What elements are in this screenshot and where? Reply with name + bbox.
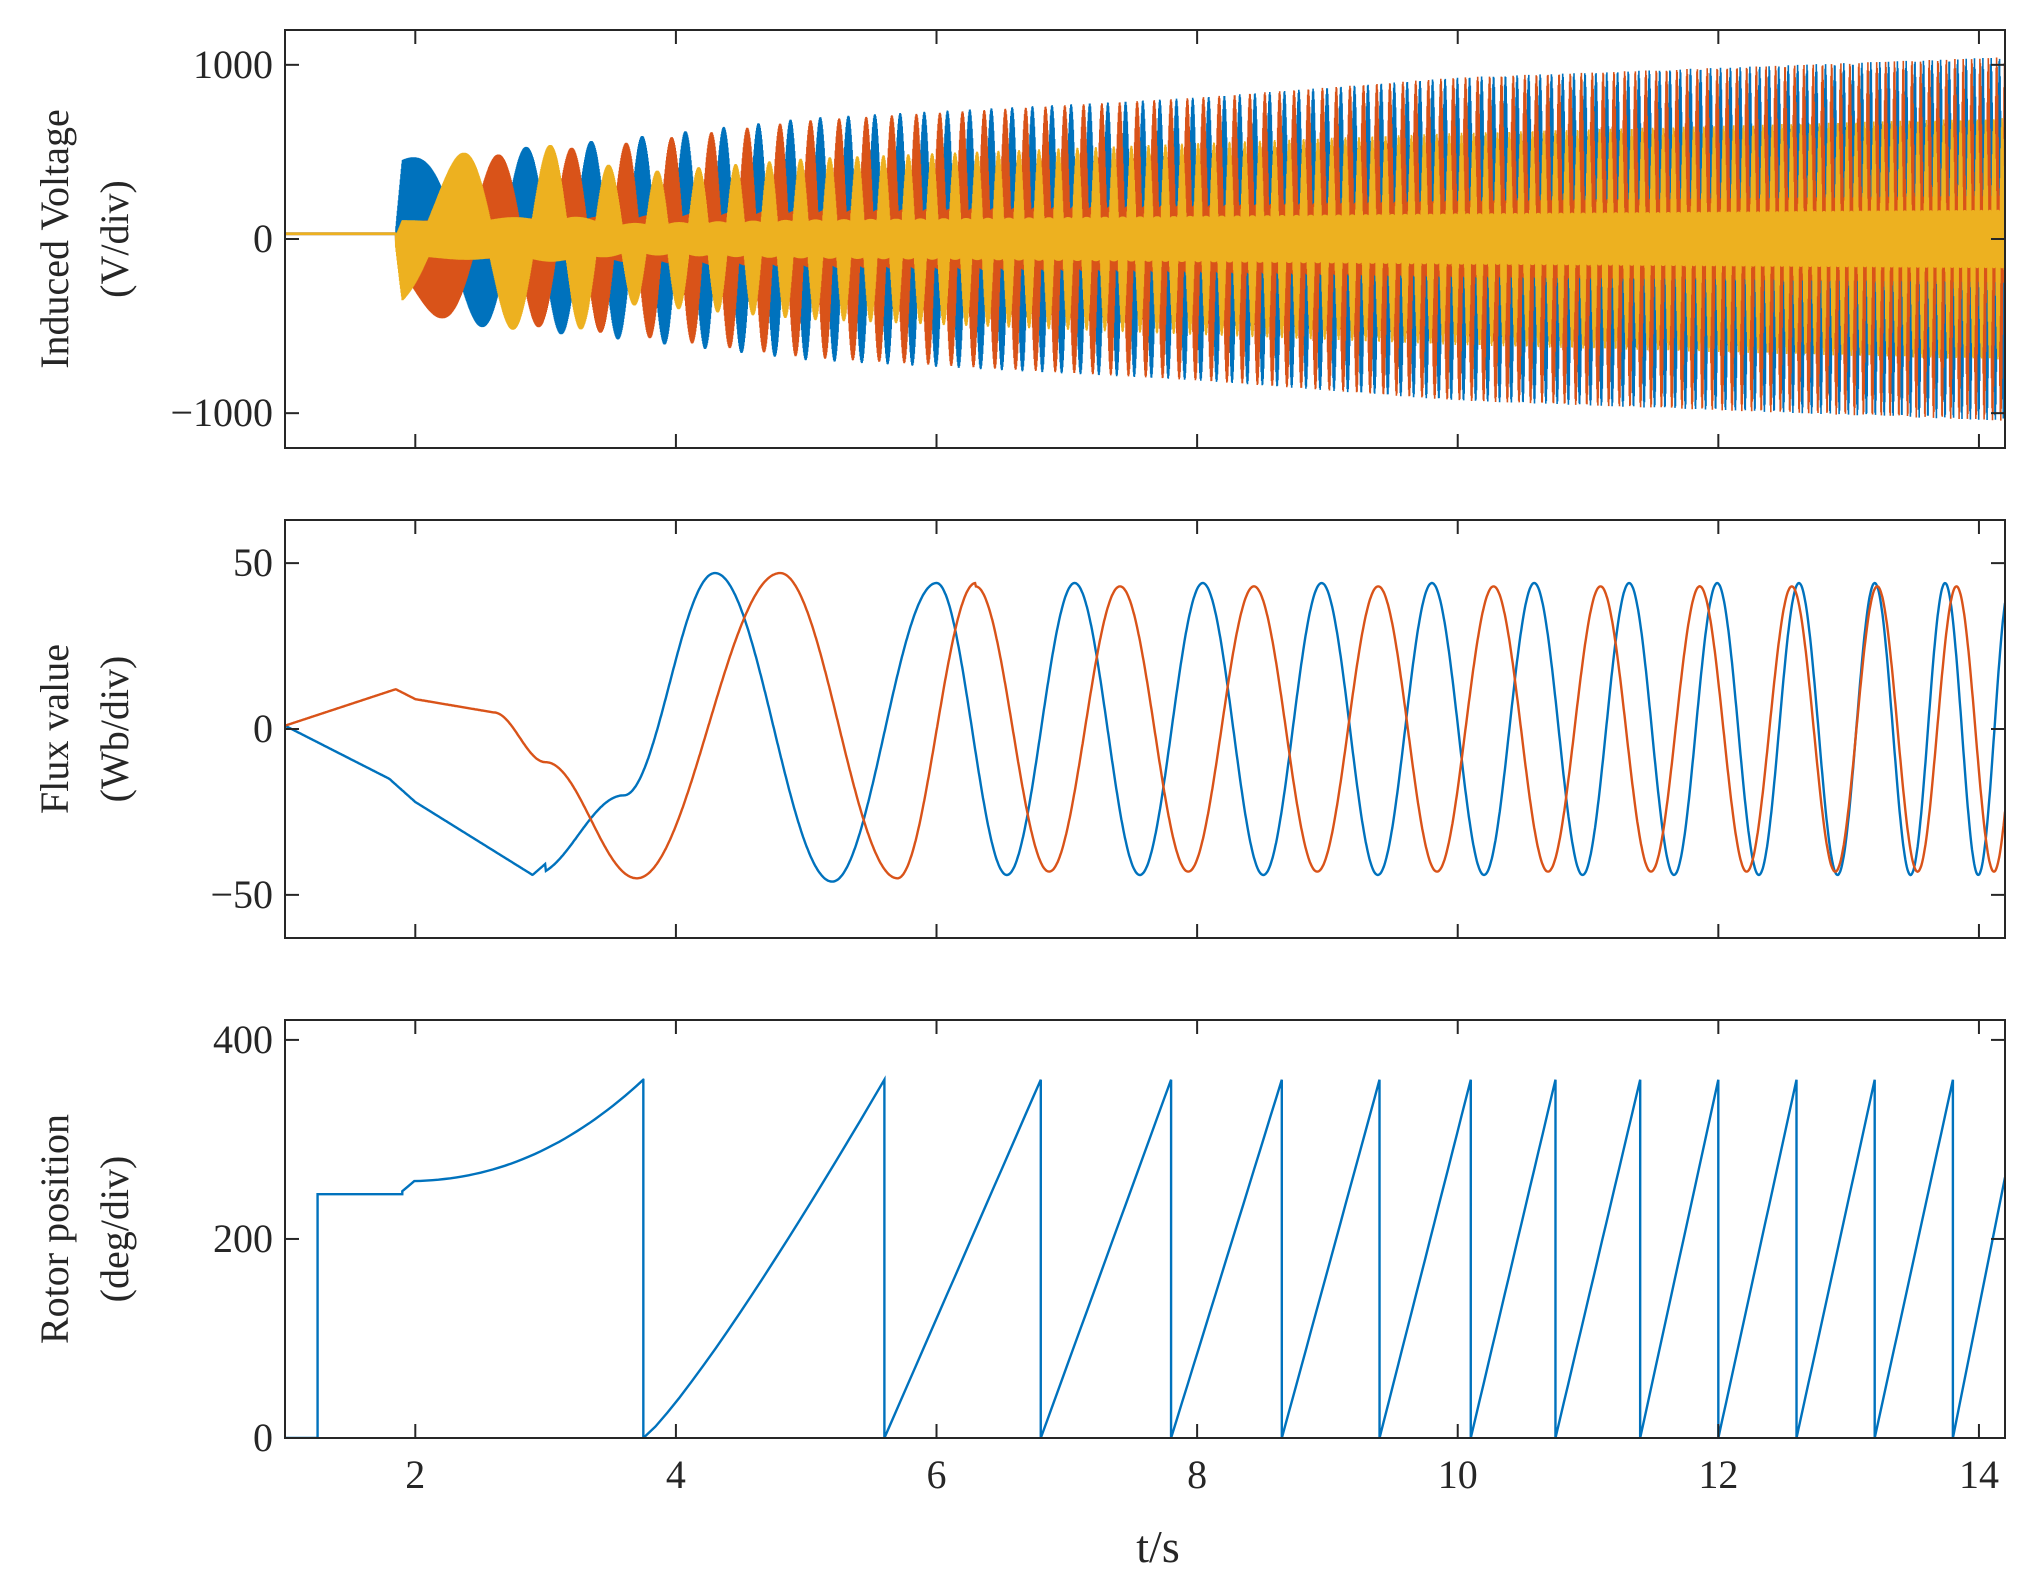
y-tick-label: 0 [253, 1415, 273, 1460]
x-tick-label: 12 [1698, 1452, 1738, 1497]
tick-group: −1000 0 1000 [170, 30, 2005, 448]
panel-induced-voltage: −1000 0 1000 Induced Voltage (V/div) [32, 29, 2006, 449]
y-tick-label: 0 [253, 216, 273, 261]
y-tick-label: −1000 [170, 390, 273, 435]
y-tick-label: −50 [210, 872, 273, 917]
panel-rotor-position: 2 4 6 8 10 12 14 0 200 400 Rotor position (deg/di… [32, 1017, 2006, 1497]
y-axis-title-line1: Induced Voltage [32, 109, 77, 369]
y-axis-title-line1: Flux value [32, 644, 77, 814]
plot-area [285, 57, 2005, 421]
plot-area [285, 571, 2005, 883]
y-tick-label: 200 [213, 1216, 273, 1261]
tick-group: −50 0 50 [210, 520, 2005, 938]
x-tick-label: 10 [1438, 1452, 1478, 1497]
tick-group: 2 4 6 8 10 12 14 0 200 400 [213, 1017, 2005, 1497]
y-tick-label: 400 [213, 1017, 273, 1062]
series-group [285, 57, 2005, 421]
y-axis-title-line1: Rotor position [32, 1114, 77, 1344]
x-tick-label: 8 [1187, 1452, 1207, 1497]
series-line-yellow [285, 118, 2005, 360]
y-tick-label: 1000 [193, 42, 273, 87]
x-tick-label: 4 [666, 1452, 686, 1497]
y-axis-title-line2: (deg/div) [92, 1156, 137, 1303]
x-tick-label: 14 [1959, 1452, 1999, 1497]
x-axis-title: t/s [1136, 1521, 1179, 1572]
series-line-blue [285, 571, 2005, 883]
series-group [285, 1075, 2005, 1438]
axes-box [284, 519, 2006, 939]
axes-box [284, 1019, 2006, 1439]
plot-area [285, 1075, 2005, 1438]
y-axis-title-line2: (V/div) [92, 180, 137, 298]
y-axis-title-line2: (Wb/div) [92, 656, 137, 803]
x-tick-label: 6 [927, 1452, 947, 1497]
series-line-orange [285, 571, 2005, 880]
y-tick-label: 0 [253, 706, 273, 751]
series-group [285, 571, 2005, 883]
panel-flux-value: −50 0 50 Flux value (Wb/div) [32, 519, 2006, 939]
series-line-blue [285, 1075, 2005, 1438]
x-tick-label: 2 [405, 1452, 425, 1497]
y-tick-label: 50 [233, 540, 273, 585]
